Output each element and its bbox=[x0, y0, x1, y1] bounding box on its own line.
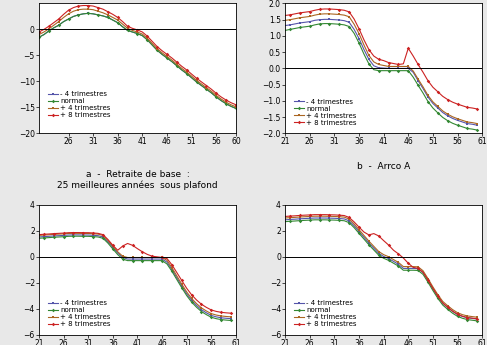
Legend: - 4 trimestres, normal, + 4 trimestres, + 8 trimestres: - 4 trimestres, normal, + 4 trimestres, … bbox=[46, 90, 112, 119]
Legend: - 4 trimestres, normal, + 4 trimestres, + 8 trimestres: - 4 trimestres, normal, + 4 trimestres, … bbox=[46, 299, 112, 328]
Legend: - 4 trimestres, normal, + 4 trimestres, + 8 trimestres: - 4 trimestres, normal, + 4 trimestres, … bbox=[293, 97, 358, 127]
Text: a  -  Retraite de base  :
25 meilleures années  sous plafond: a - Retraite de base : 25 meilleures ann… bbox=[57, 170, 218, 190]
Text: b  -  Arrco A: b - Arrco A bbox=[357, 162, 410, 171]
Legend: - 4 trimestres, normal, + 4 trimestres, + 8 trimestres: - 4 trimestres, normal, + 4 trimestres, … bbox=[293, 299, 358, 328]
